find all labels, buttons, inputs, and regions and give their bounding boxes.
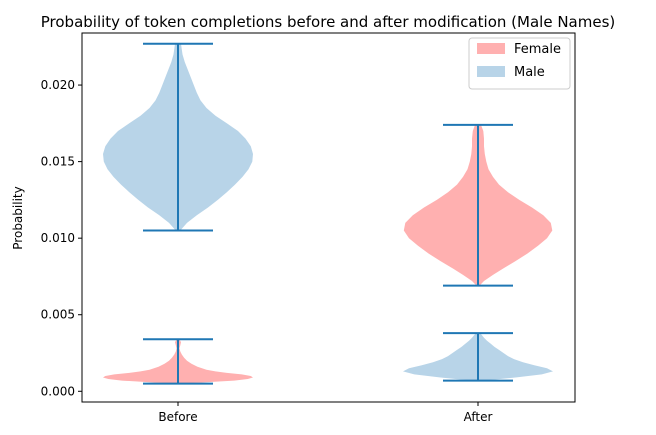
chart-title: Probability of token completions before … [41, 13, 616, 31]
y-tick-label: 0.010 [41, 231, 75, 245]
x-tick-label: After [464, 410, 493, 424]
y-axis-label: Probability [11, 186, 25, 249]
y-tick-label: 0.020 [41, 78, 75, 92]
y-axis-ticks: 0.000 0.005 0.010 0.015 0.020 [41, 78, 82, 398]
x-axis-ticks: Before After [158, 402, 492, 424]
legend-swatch-male [477, 66, 505, 77]
legend-swatch-female [477, 43, 505, 54]
y-tick-label: 0.015 [41, 155, 75, 169]
x-tick-label: Before [158, 410, 197, 424]
legend-label-female: Female [514, 42, 561, 57]
legend: Female Male [468, 37, 571, 90]
extrema-layer [143, 42, 513, 385]
y-tick-label: 0.000 [41, 384, 75, 398]
plot-frame [81, 32, 576, 403]
y-tick-label: 0.005 [41, 308, 75, 322]
legend-label-male: Male [514, 65, 545, 80]
